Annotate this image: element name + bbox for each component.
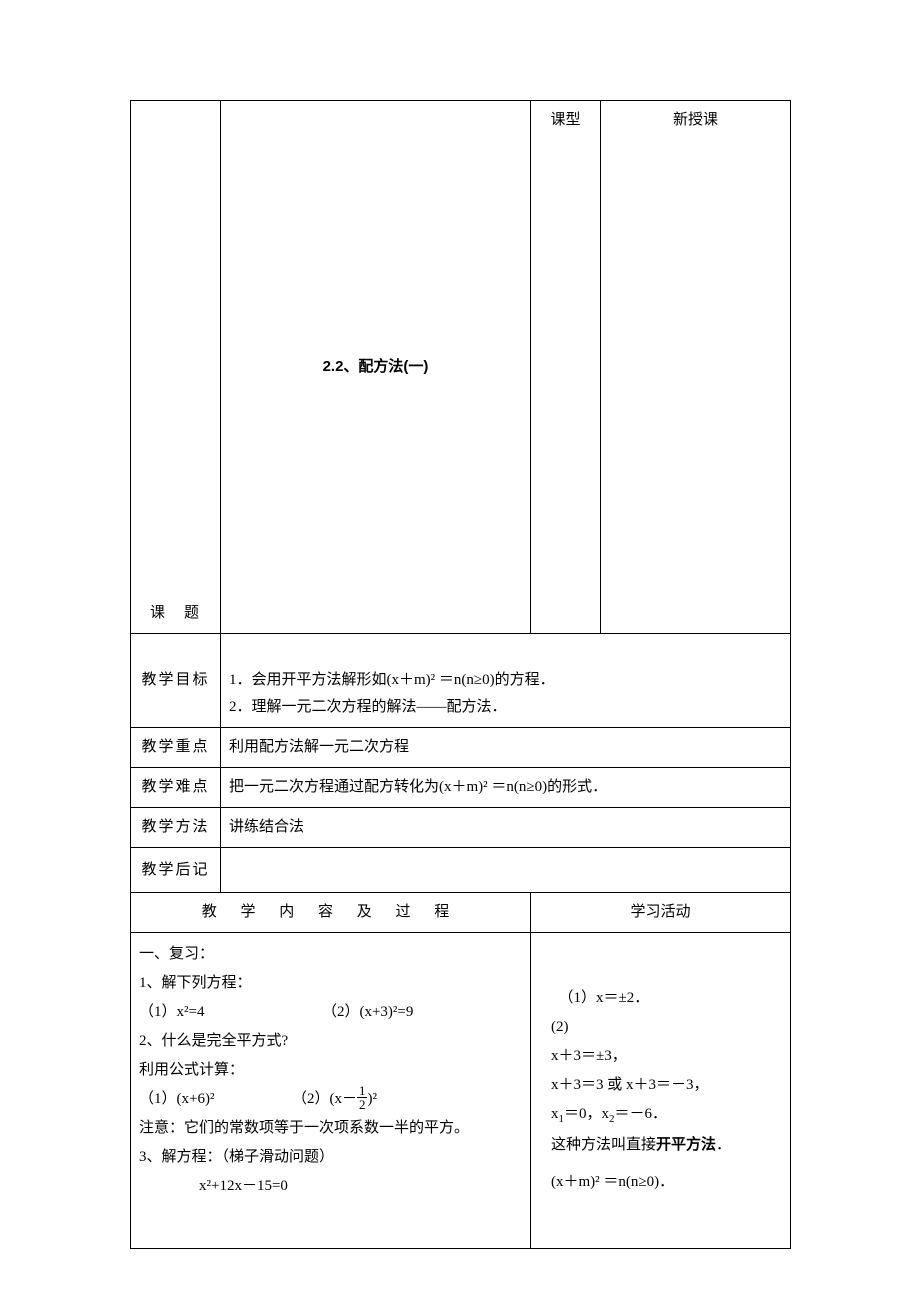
row-difficulty: 教学难点 把一元二次方程通过配方转化为(x＋m)² ＝n(n≥0)的形式． [131,768,791,808]
frac-num: 1 [357,1084,368,1098]
content-header: 教 学 内 容 及 过 程 [131,893,531,933]
a6-bold: 开平方法 [656,1136,716,1153]
objective-value-text: 1．会用开平方法解形如(x＋m)² ＝n(n≥0)的方程． 2．理解一元二次方程… [229,672,555,715]
row-keypoint: 教学重点 利用配方法解一元二次方程 [131,728,791,768]
keypoint-label-text: 教学重点 [141,739,209,755]
content-l3b: （2）(x+3)²=9 [322,1004,413,1020]
postscript-label: 教学后记 [131,848,221,893]
content-l6b-suffix: )² [367,1091,377,1107]
content-l1: 一、复习： [139,941,522,968]
content-l6a: （1）(x+6)² [139,1091,214,1107]
content-l4: 2、什么是完全平方式? [139,1028,522,1055]
difficulty-value-text: 把一元二次方程通过配方转化为(x＋m)² ＝n(n≥0)的形式． [229,779,607,795]
activity-a2: (2) [551,1014,782,1041]
content-l9: x²+12x－15=0 [139,1173,522,1200]
difficulty-label-text: 教学难点 [141,779,209,795]
lesson-title: 2.2、配方法(一) [323,358,429,375]
content-l2: 1、解下列方程： [139,970,522,997]
topic-label-text: 课 题 [150,605,201,621]
content-header-text: 教 学 内 容 及 过 程 [202,904,460,920]
type-label-text: 课型 [550,112,580,128]
row-postscript: 教学后记 [131,848,791,893]
method-value-text: 讲练结合法 [229,819,304,835]
a5-mid: ＝0，x [564,1106,609,1122]
objective-label-text: 教学目标 [141,672,209,688]
keypoint-value-text: 利用配方法解一元二次方程 [229,739,409,755]
content-l3: （1）x²=4 （2）(x+3)²=9 [139,999,522,1026]
content-column: 一、复习： 1、解下列方程： （1）x²=4 （2）(x+3)²=9 2、什么是… [131,933,531,1249]
row-section-headers: 教 学 内 容 及 过 程 学习活动 [131,893,791,933]
postscript-value [221,848,791,893]
method-label-text: 教学方法 [141,819,209,835]
difficulty-value: 把一元二次方程通过配方转化为(x＋m)² ＝n(n≥0)的形式． [221,768,791,808]
content-l3a: （1）x²=4 [139,1004,204,1020]
method-label: 教学方法 [131,808,221,848]
a5-pre: x [551,1106,559,1122]
activity-header-text: 学习活动 [630,904,690,920]
activity-a1-text: （1）x＝±2． [566,990,649,1006]
type-value: 新授课 [601,101,791,634]
activity-column: （1）x＝±2． (2) x＋3＝±3， x＋3＝3 或 x＋3＝－3， x1＝… [531,933,791,1249]
activity-header: 学习活动 [531,893,791,933]
frac-den: 2 [357,1098,368,1111]
row-objective: 教学目标 1．会用开平方法解形如(x＋m)² ＝n(n≥0)的方程． 2．理解一… [131,634,791,728]
content-l7: 注意：它们的常数项等于一次项系数一半的平方。 [139,1115,522,1142]
type-value-text: 新授课 [673,112,718,128]
activity-a5: x1＝0，x2＝－6． [551,1101,782,1130]
content-l8: 3、解方程：（梯子滑动问题） [139,1144,522,1171]
keypoint-label: 教学重点 [131,728,221,768]
title-cell: 2.2、配方法(一) [221,101,531,634]
content-l6: （1）(x+6)² （2）(x－12)² [139,1086,522,1113]
row-content-body: 一、复习： 1、解下列方程： （1）x²=4 （2）(x+3)²=9 2、什么是… [131,933,791,1249]
objective-value: 1．会用开平方法解形如(x＋m)² ＝n(n≥0)的方程． 2．理解一元二次方程… [221,634,791,728]
difficulty-label: 教学难点 [131,768,221,808]
a5-post: ＝－6． [615,1106,668,1122]
type-label: 课型 [531,101,601,634]
method-value: 讲练结合法 [221,808,791,848]
postscript-label-text: 教学后记 [141,862,209,878]
content-l5: 利用公式计算： [139,1057,522,1084]
activity-a6: 这种方法叫直接开平方法． [551,1131,782,1159]
a6-pre: 这种方法叫直接 [551,1137,656,1153]
lesson-table: 课 题 2.2、配方法(一) 课型 新授课 教学目标 1．会用开平方法解形如(x… [130,100,791,1249]
content-l6b-prefix: （2）(x－ [292,1091,357,1107]
fraction: 12 [357,1084,368,1111]
activity-a3: x＋3＝±3， [551,1043,782,1070]
activity-a1: （1）x＝±2． [551,985,782,1012]
activity-a7: (x＋m)² ＝n(n≥0)． [551,1169,782,1196]
topic-label: 课 题 [131,101,221,634]
row-header: 课 题 2.2、配方法(一) 课型 新授课 [131,101,791,634]
keypoint-value: 利用配方法解一元二次方程 [221,728,791,768]
activity-a4: x＋3＝3 或 x＋3＝－3， [551,1072,782,1099]
page: 课 题 2.2、配方法(一) 课型 新授课 教学目标 1．会用开平方法解形如(x… [0,0,920,1302]
row-method: 教学方法 讲练结合法 [131,808,791,848]
a6-post: ． [716,1137,731,1153]
objective-label: 教学目标 [131,634,221,728]
